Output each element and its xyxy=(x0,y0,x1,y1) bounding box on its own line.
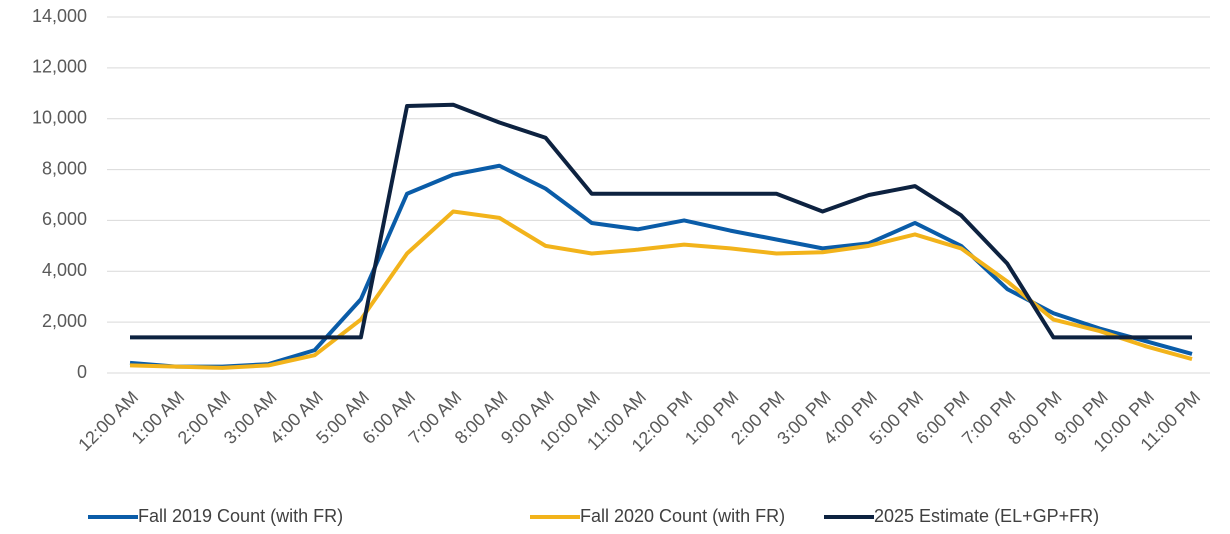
series-line xyxy=(130,102,1192,340)
y-tick-label: 12,000 xyxy=(32,57,87,77)
x-tick-label: 12:00 AM xyxy=(74,387,142,455)
y-tick-label: 0 xyxy=(77,362,87,382)
y-tick-label: 4,000 xyxy=(42,260,87,280)
y-tick-label: 2,000 xyxy=(42,311,87,331)
legend: Fall 2019 Count (with FR) Fall 2020 Count… xyxy=(88,506,1099,526)
legend-label: 2025 Estimate (EL+GP+FR) xyxy=(874,506,1099,526)
y-tick-label: 14,000 xyxy=(32,6,87,26)
y-tick-label: 8,000 xyxy=(42,158,87,178)
legend-label: Fall 2020 Count (with FR) xyxy=(580,506,785,526)
series-line xyxy=(129,209,1193,370)
legend-label: Fall 2019 Count (with FR) xyxy=(138,506,343,526)
y-tick-label: 6,000 xyxy=(42,209,87,229)
y-tick-label: 10,000 xyxy=(32,107,87,127)
series-line xyxy=(129,163,1193,369)
